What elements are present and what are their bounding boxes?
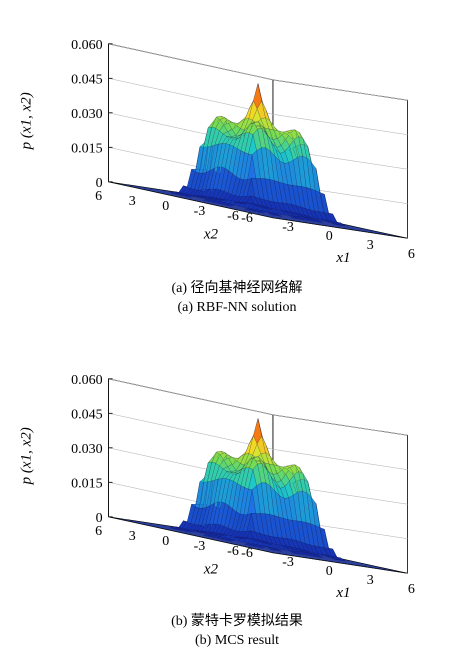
panel-b: 0 0.015 0.030 0.045 0.060 -6 -3 0 3 6 6 3 0 -3 -6 p (x1… [0,335,474,655]
x1-tick-label: 3 [367,238,374,253]
x2-tick-label: 3 [129,194,136,209]
x2-tick-label: -6 [227,209,239,224]
z-tick-label: 0 [96,176,103,191]
axis-labels: p (x1, x2) x1 x2 [19,427,351,601]
x2-tick-label: 0 [162,534,169,549]
x1-tick-label: -3 [282,220,294,235]
z-tick-label: 0.045 [71,407,103,422]
z-tick-label: 0.030 [71,442,103,457]
z-gridline [108,378,408,436]
caption-cn-b: (b) 蒙特卡罗模拟结果 [171,614,303,629]
x1-tick-label: -6 [241,211,253,226]
x1-tick-label: 6 [408,582,415,597]
z-tick-label: 0.030 [71,107,103,122]
panel-a: 0 0.015 0.030 0.045 0.060 -6 -3 0 3 6 6 3 0 -3 -6 p (x1… [0,0,474,325]
x2-tick-label: 6 [95,189,102,204]
z-tick-label: 0.060 [71,38,103,53]
x1-axis-label: x1 [335,585,350,601]
surface-cell [263,206,272,210]
surface-cell [273,548,283,552]
z-axis-label: p (x1, x2) [19,92,35,150]
caption-cn-a: (a) 径向基神经网络解 [171,281,303,296]
x2-axis-label: x2 [203,227,219,243]
tick-labels: 0 0.015 0.030 0.045 0.060 -6 -3 0 3 6 6 3 0 -3 -6 [71,38,415,262]
x1-tick-label: 6 [408,247,415,262]
x2-tick-label: -3 [194,204,206,219]
x2-tick-label: 6 [95,524,102,539]
z-gridline [108,43,408,101]
tick-labels: 0 0.015 0.030 0.045 0.060 -6 -3 0 3 6 6 3 0 -3 -6 [71,373,415,597]
surface-cell [336,556,345,561]
x1-tick-label: -3 [282,555,294,570]
caption-en-a: (a) RBF-NN solution [177,300,297,315]
x2-tick-label: 0 [162,199,169,214]
surface-mesh [170,418,346,562]
x2-tick-label: -3 [194,539,206,554]
z-tick-label: 0 [96,511,103,526]
caption-en-b: (b) MCS result [195,633,279,648]
z-tick-label: 0.015 [71,476,103,491]
x1-tick-label: 3 [367,573,374,588]
surface-cell [314,219,324,223]
x1-axis-label: x1 [335,250,350,266]
z-tick-label: 0.060 [71,373,103,388]
surface-cell [336,221,345,226]
x1-tick-label: -6 [241,546,253,561]
axis-labels: p (x1, x2) x1 x2 [19,92,351,266]
surface-cell [314,554,324,558]
z-tick-label: 0.045 [71,72,103,87]
x1-tick-label: 0 [326,229,333,244]
x2-tick-label: 3 [129,529,136,544]
surface-cell [263,541,272,545]
x1-tick-label: 0 [326,564,333,579]
x2-axis-label: x2 [203,562,219,578]
z-tick-label: 0.015 [71,141,103,156]
z-gridline [108,413,408,470]
surface-cell [273,213,283,217]
surface-mesh [170,83,346,227]
z-gridline [108,78,408,135]
x2-tick-label: -6 [227,544,239,559]
z-axis-label: p (x1, x2) [19,427,35,485]
